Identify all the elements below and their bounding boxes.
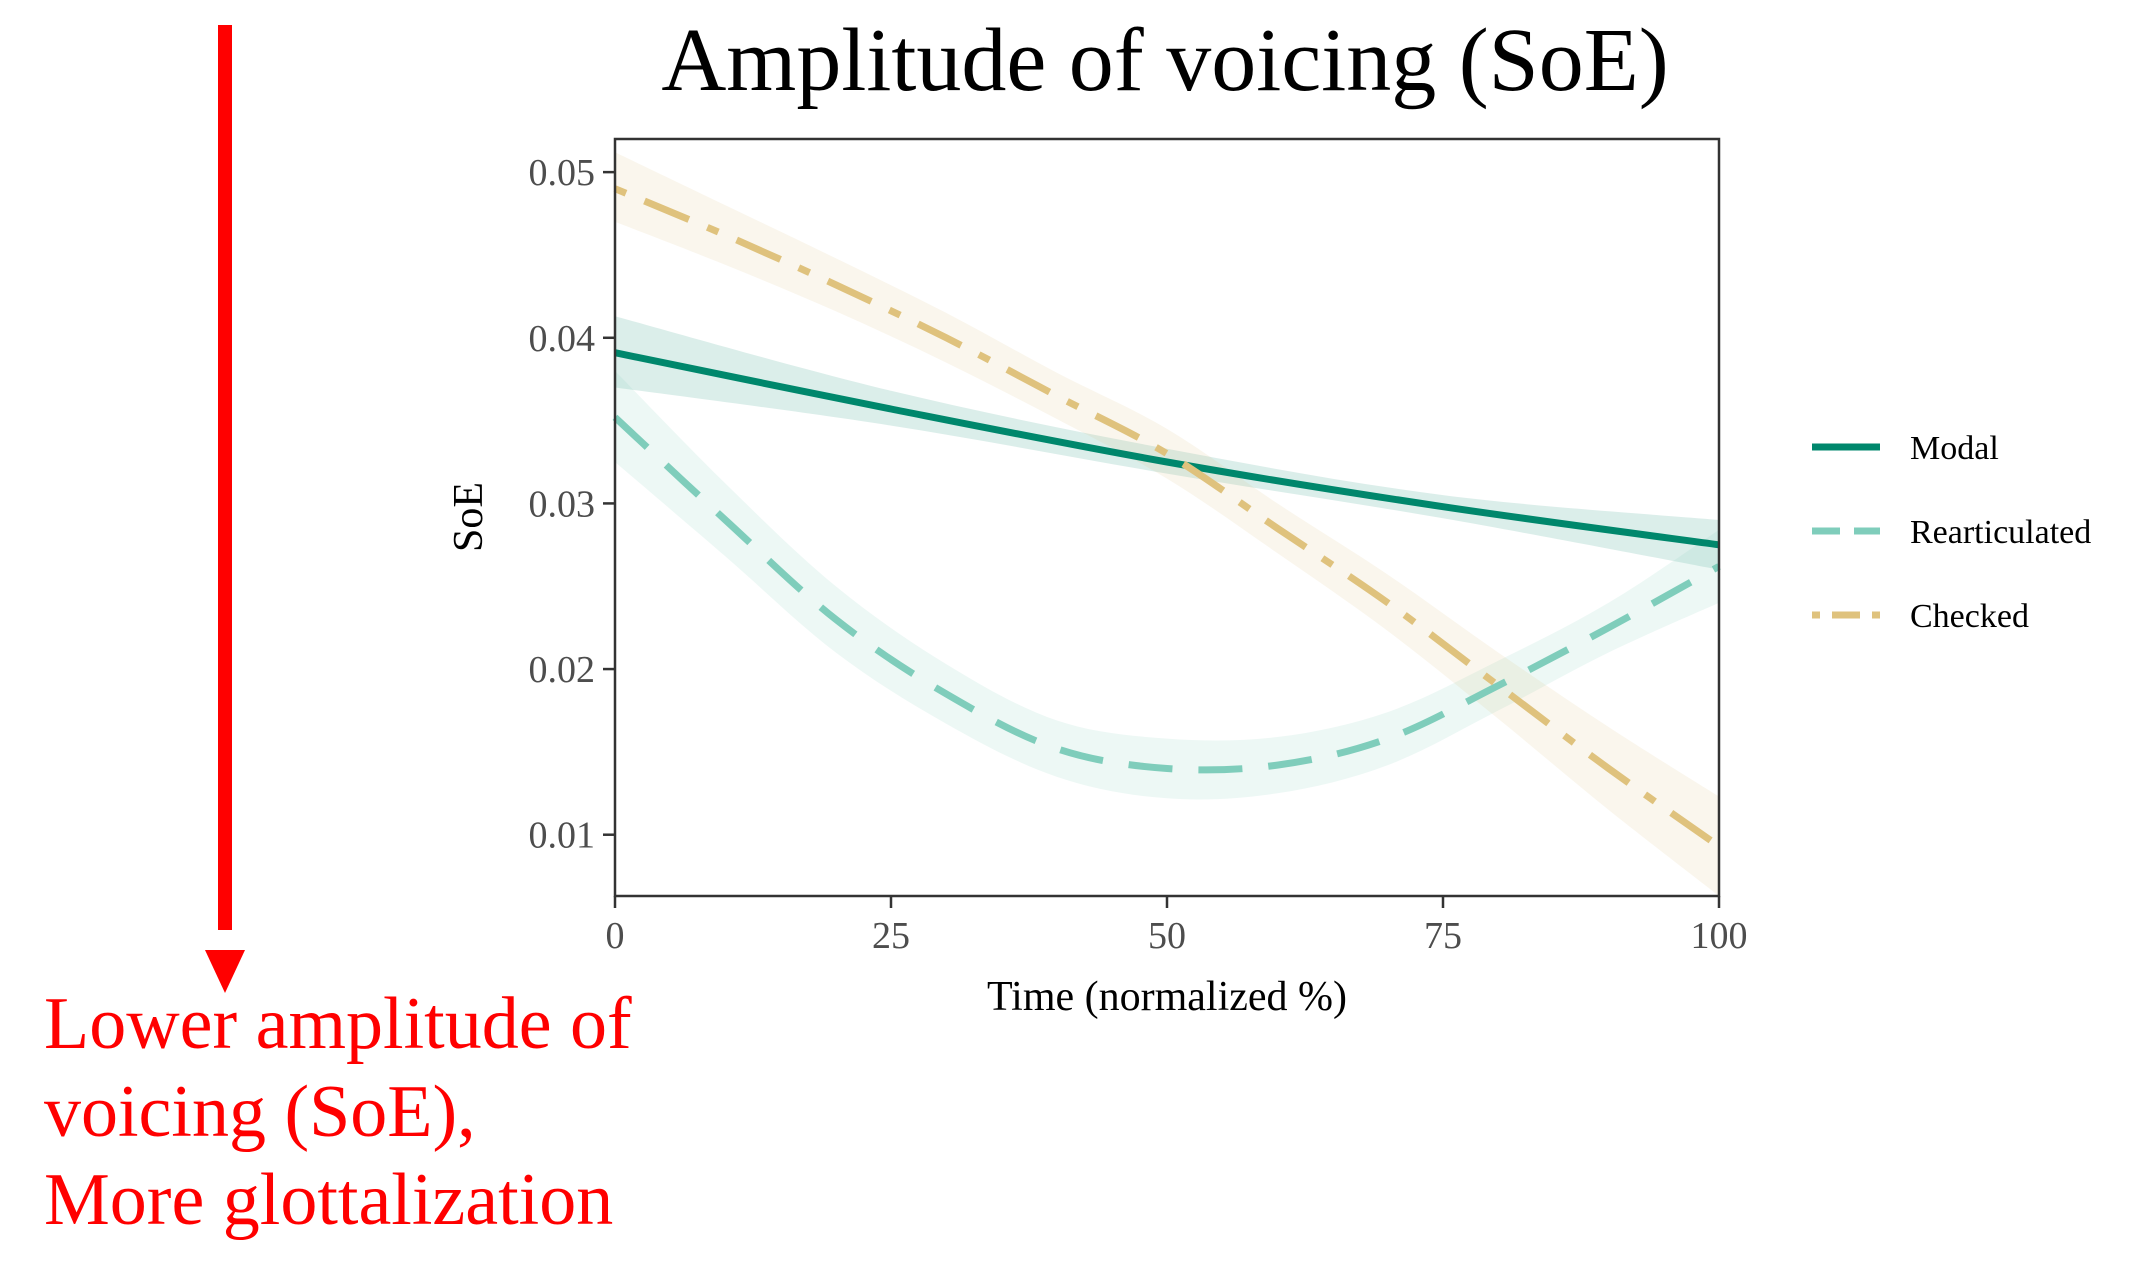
x-tick-label: 0: [606, 915, 625, 957]
x-tick-label: 75: [1424, 915, 1462, 957]
series-line-checked: [613, 185, 1722, 850]
legend: Modal Rearticulated Checked: [1812, 430, 2091, 635]
y-tick-label: 0.01: [529, 815, 596, 857]
y-tick-label: 0.04: [529, 318, 596, 360]
y-axis-label: SoE: [446, 482, 492, 552]
legend-label: Checked: [1910, 598, 2029, 635]
x-tick-label: 100: [1691, 915, 1748, 957]
annotation-line: More glottalization: [44, 1159, 614, 1241]
x-axis-label: Time (normalized %): [987, 974, 1347, 1020]
ci-band-rearticulated: [615, 370, 1719, 800]
red-down-arrow: [205, 25, 245, 993]
annotation-line: voicing (SoE),: [44, 1071, 476, 1153]
x-tick-label: 25: [872, 915, 910, 957]
y-axis: 0.01 0.02 0.03 0.04 0.05: [529, 152, 615, 857]
annotation-line: Lower amplitude of: [44, 983, 632, 1065]
legend-label: Modal: [1910, 430, 1999, 467]
ci-band-checked: [615, 152, 1719, 897]
series-line-modal: [614, 349, 1720, 549]
x-axis: 0 25 50 75 100: [606, 896, 1748, 957]
x-tick-label: 50: [1148, 915, 1186, 957]
chart-title: Amplitude of voicing (SoE): [661, 11, 1668, 110]
annotation: Lower amplitude of voicing (SoE), More g…: [44, 980, 804, 1244]
y-tick-label: 0.02: [529, 649, 596, 691]
series-line-rearticulated: [612, 414, 1721, 774]
arrow-head: [205, 950, 245, 993]
series-lines: [612, 185, 1722, 850]
legend-label: Rearticulated: [1910, 514, 2091, 551]
y-tick-label: 0.03: [529, 483, 596, 525]
y-tick-label: 0.05: [529, 152, 596, 194]
